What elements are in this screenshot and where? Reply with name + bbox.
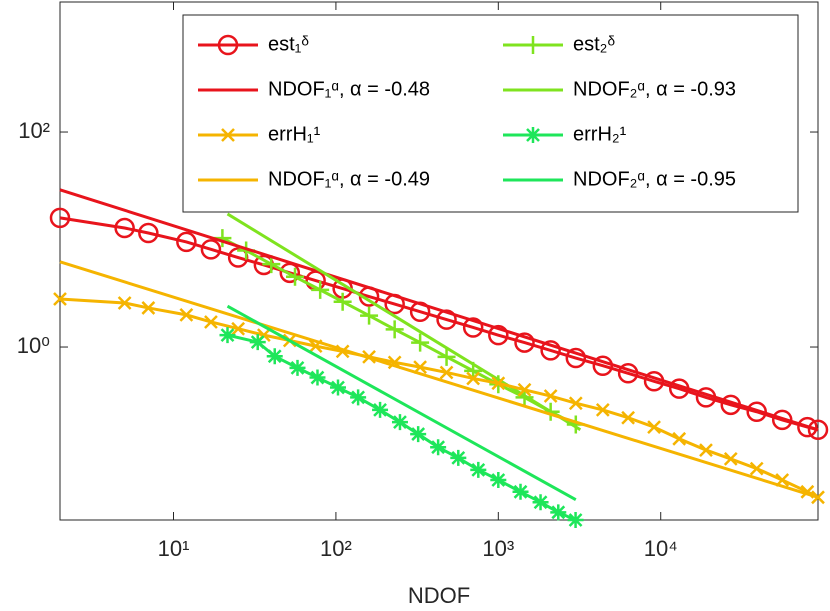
marker bbox=[811, 490, 825, 505]
marker bbox=[540, 340, 561, 361]
marker bbox=[179, 308, 194, 322]
legend-label: NDOF₂ᵅ, α = -0.93 bbox=[573, 78, 736, 100]
marker bbox=[567, 512, 584, 528]
x-tick-label: 10³ bbox=[482, 536, 514, 561]
marker bbox=[49, 207, 71, 229]
marker bbox=[797, 416, 818, 438]
marker bbox=[410, 426, 427, 443]
marker bbox=[543, 389, 558, 403]
marker bbox=[360, 306, 379, 325]
x-tick-label: 10⁴ bbox=[644, 536, 678, 561]
x-axis-label: NDOF bbox=[408, 583, 470, 608]
marker bbox=[807, 419, 829, 441]
marker bbox=[595, 403, 610, 417]
marker bbox=[621, 410, 636, 425]
marker bbox=[437, 347, 456, 366]
marker bbox=[462, 317, 484, 338]
marker bbox=[266, 348, 283, 365]
marker bbox=[450, 449, 467, 466]
marker bbox=[53, 292, 67, 306]
marker bbox=[330, 379, 346, 396]
legend-label: NDOF₂ᵅ, α = -0.95 bbox=[573, 168, 736, 190]
legend-label: errH₂¹ bbox=[573, 123, 627, 145]
legend-label: NDOF₁ᵅ, α = -0.49 bbox=[268, 168, 430, 190]
marker bbox=[141, 301, 156, 315]
marker bbox=[490, 471, 507, 488]
marker bbox=[289, 359, 306, 376]
marker bbox=[372, 401, 389, 418]
legend-label: errH₁¹ bbox=[268, 123, 321, 145]
marker bbox=[430, 439, 447, 456]
marker bbox=[723, 452, 738, 466]
y-tick-label: 10² bbox=[18, 118, 50, 143]
marker bbox=[439, 365, 454, 380]
marker bbox=[385, 320, 404, 339]
marker bbox=[138, 222, 159, 244]
marker bbox=[568, 396, 583, 411]
legend: est₁ᵟ est₂ᵟ NDOF₁ᵅ, α = -0.48 NDOF₂ᵅ, α = -… bbox=[182, 14, 799, 213]
marker bbox=[217, 34, 239, 56]
marker bbox=[517, 382, 532, 397]
marker bbox=[491, 376, 506, 391]
x-tick-label: 10² bbox=[320, 536, 352, 561]
marker bbox=[333, 292, 352, 311]
marker bbox=[219, 327, 236, 344]
marker bbox=[532, 494, 549, 511]
series-line bbox=[59, 188, 819, 432]
marker bbox=[411, 333, 430, 352]
marker bbox=[524, 36, 542, 54]
marker bbox=[176, 231, 197, 253]
marker bbox=[311, 280, 330, 299]
marker bbox=[525, 127, 541, 143]
marker bbox=[286, 267, 305, 286]
marker bbox=[699, 443, 713, 457]
legend-box bbox=[182, 14, 799, 213]
marker bbox=[672, 431, 687, 446]
marker bbox=[117, 296, 132, 310]
x-tick-label: 10¹ bbox=[158, 536, 190, 561]
marker bbox=[488, 324, 509, 346]
legend-label: est₁ᵟ bbox=[268, 33, 309, 55]
marker bbox=[231, 321, 246, 336]
marker bbox=[514, 332, 535, 353]
legend-label: est₂ᵟ bbox=[573, 33, 615, 55]
marker bbox=[350, 389, 367, 406]
marker bbox=[436, 309, 457, 330]
plot-frame bbox=[59, 1, 819, 521]
marker bbox=[249, 334, 266, 351]
marker bbox=[512, 483, 529, 500]
marker bbox=[466, 371, 481, 386]
marker bbox=[565, 347, 587, 369]
legend-label: NDOF₁ᵅ, α = -0.48 bbox=[268, 78, 430, 100]
marker bbox=[200, 239, 222, 260]
marker bbox=[550, 504, 567, 521]
series-line bbox=[226, 304, 577, 502]
marker bbox=[309, 369, 326, 386]
marker bbox=[204, 315, 218, 329]
marker bbox=[749, 461, 764, 476]
marker bbox=[221, 128, 235, 142]
marker bbox=[391, 414, 408, 431]
series-line bbox=[59, 260, 819, 499]
marker bbox=[647, 420, 661, 434]
marker bbox=[470, 461, 487, 478]
y-tick-label: 10⁰ bbox=[17, 333, 50, 358]
marker bbox=[114, 217, 135, 239]
